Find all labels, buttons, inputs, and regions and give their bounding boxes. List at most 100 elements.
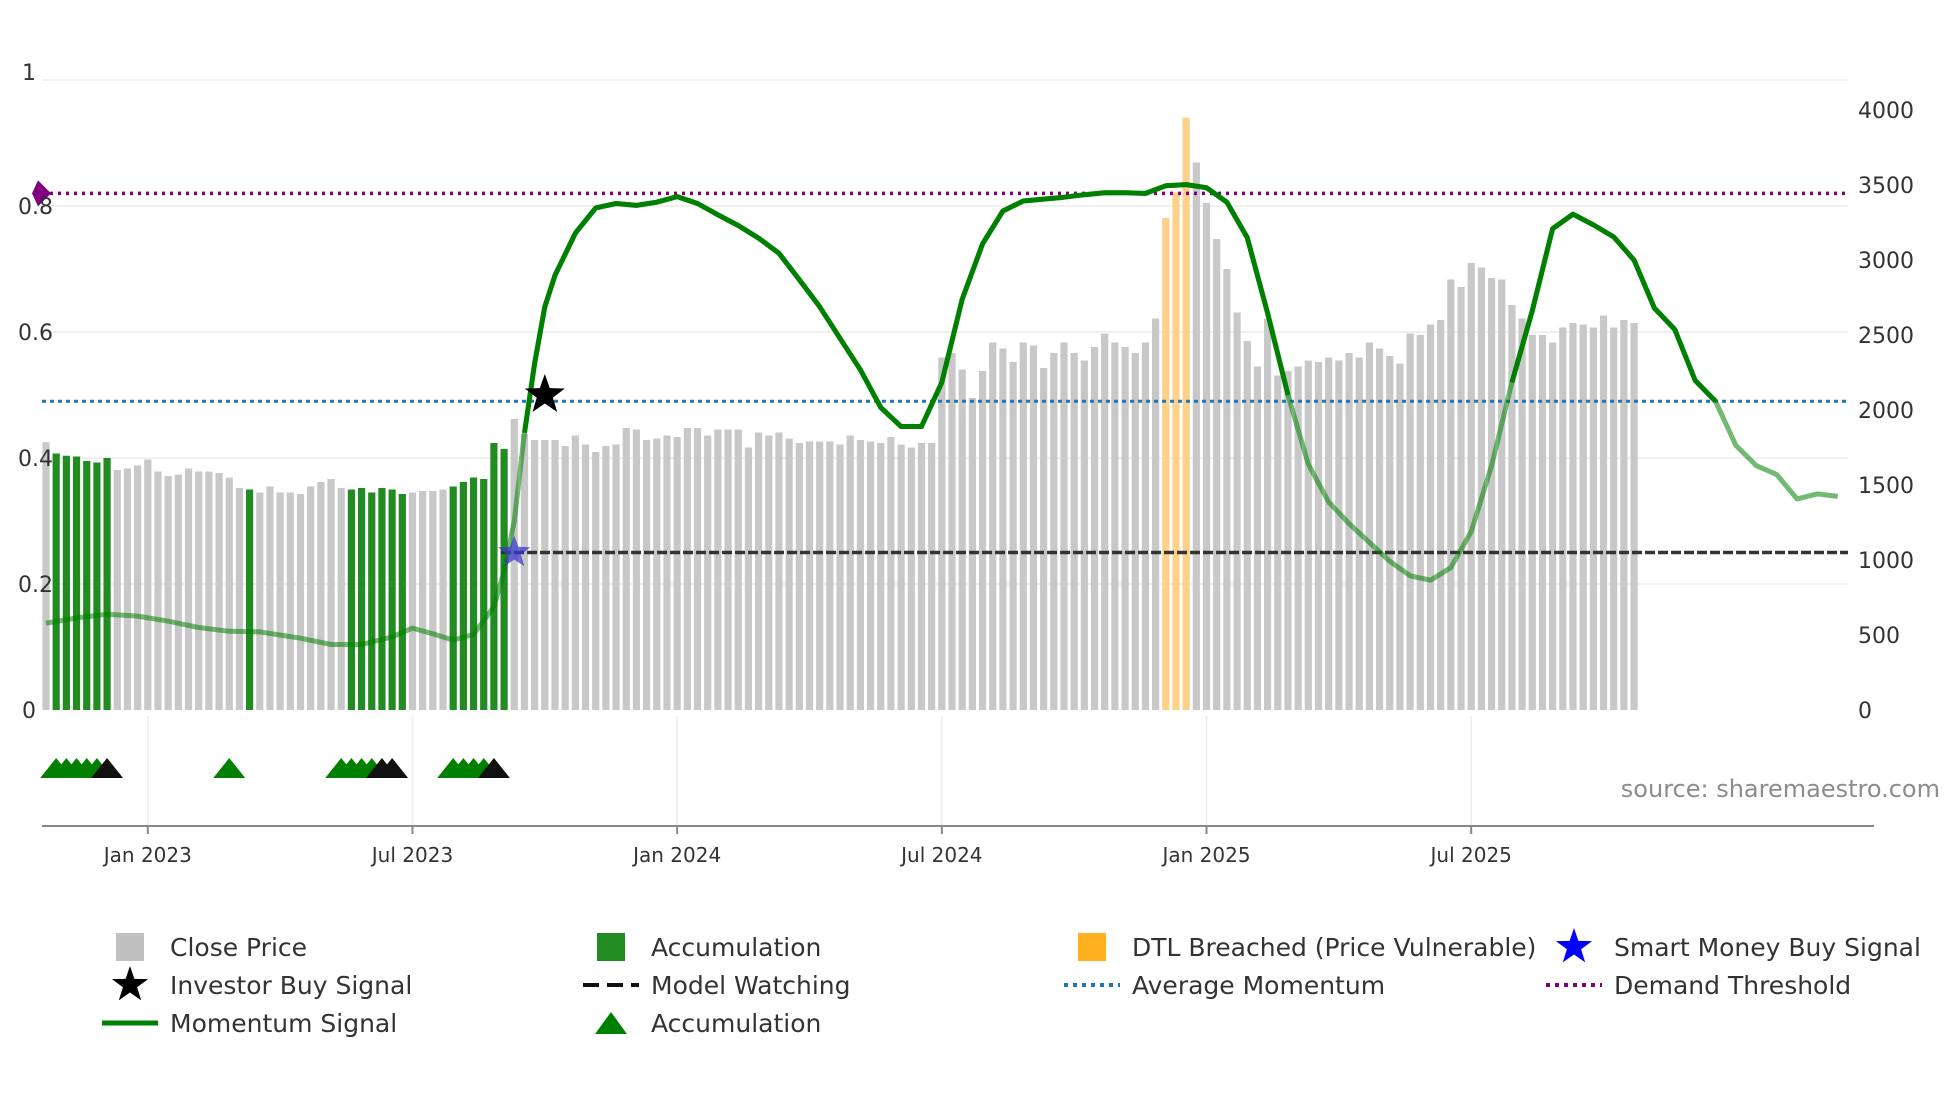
legend-star-icon bbox=[111, 966, 149, 1001]
close-price-bar bbox=[1477, 267, 1485, 710]
close-price-bar bbox=[215, 473, 223, 710]
right-axis-tick-label: 3000 bbox=[1858, 249, 1914, 274]
close-price-bar bbox=[286, 492, 294, 710]
x-tick-label: Jan 2023 bbox=[102, 843, 192, 867]
left-axis-tick-label: 0.8 bbox=[18, 195, 53, 220]
accumulation-bar bbox=[469, 477, 478, 710]
close-price-bar bbox=[134, 465, 142, 710]
legend-item: Demand Threshold bbox=[1546, 971, 1851, 1000]
close-price-bar bbox=[622, 428, 630, 710]
close-price-bar bbox=[1019, 342, 1027, 710]
close-price-bar bbox=[1426, 324, 1435, 710]
close-price-bar bbox=[1447, 279, 1455, 710]
close-price-bar bbox=[1264, 318, 1272, 710]
right-axis-tick-label: 1000 bbox=[1858, 549, 1914, 574]
legend-label: Momentum Signal bbox=[170, 1009, 397, 1038]
close-price-bar bbox=[408, 492, 417, 710]
close-price-bar bbox=[612, 444, 620, 710]
close-price-bar bbox=[663, 435, 671, 710]
legend-swatch bbox=[1078, 933, 1106, 961]
legend-triangle-icon bbox=[595, 1012, 627, 1034]
close-price-bar bbox=[154, 471, 162, 710]
close-price-bar bbox=[734, 429, 742, 710]
close-price-bar bbox=[1131, 353, 1139, 710]
close-price-bar bbox=[1304, 360, 1312, 710]
close-price-bar bbox=[989, 342, 997, 710]
right-axis-tick-label: 4000 bbox=[1858, 99, 1914, 124]
accumulation-bar bbox=[347, 489, 355, 710]
legend-label: Model Watching bbox=[651, 971, 851, 1000]
legend-item: Momentum Signal bbox=[102, 1009, 397, 1038]
close-price-bar bbox=[846, 435, 854, 710]
accumulation-bar bbox=[83, 461, 91, 710]
close-price-bar bbox=[551, 440, 559, 710]
close-price-bar bbox=[1101, 333, 1109, 710]
close-price-bar bbox=[1192, 162, 1200, 710]
close-price-bar bbox=[307, 486, 315, 710]
accumulation-triangle-black bbox=[477, 758, 510, 778]
momentum-signal-strong-segment bbox=[522, 182, 1291, 434]
close-price-bar bbox=[1396, 363, 1404, 710]
close-price-bar bbox=[897, 444, 905, 710]
accumulation-bar bbox=[490, 443, 498, 710]
left-axis-tick-label: 0 bbox=[22, 699, 36, 724]
close-price-bar bbox=[296, 494, 305, 710]
legend-label: Demand Threshold bbox=[1614, 971, 1851, 1000]
close-price-bar bbox=[1090, 347, 1099, 710]
legend-item: Investor Buy Signal bbox=[111, 966, 412, 1001]
close-price-bar bbox=[256, 492, 264, 710]
close-price-bar bbox=[1599, 315, 1608, 710]
momentum-signal-strong-segment bbox=[1509, 211, 1718, 404]
close-price-bar bbox=[276, 492, 284, 710]
close-price-bar bbox=[1569, 323, 1577, 710]
close-price-bar bbox=[1111, 342, 1119, 710]
demand-threshold-marker bbox=[32, 180, 51, 207]
close-price-bar bbox=[205, 471, 213, 710]
close-price-bar bbox=[805, 441, 814, 710]
close-price-bar bbox=[917, 443, 926, 710]
close-price-bar bbox=[1345, 353, 1353, 710]
close-price-bar bbox=[1325, 357, 1333, 710]
close-price-bar bbox=[510, 419, 518, 710]
legend-item: DTL Breached (Price Vulnerable) bbox=[1078, 933, 1536, 962]
accumulation-bar bbox=[93, 462, 101, 710]
close-price-bar bbox=[1620, 320, 1628, 710]
right-axis-tick-label: 3500 bbox=[1858, 174, 1914, 199]
close-price-bar bbox=[1559, 327, 1567, 710]
accumulation-bar bbox=[72, 456, 81, 710]
close-price-bar bbox=[1457, 287, 1465, 710]
accumulation-bar bbox=[357, 488, 366, 710]
x-tick-label: Jul 2024 bbox=[899, 843, 982, 867]
right-axis-tick-label: 500 bbox=[1858, 624, 1900, 649]
close-price-bar bbox=[1508, 305, 1516, 710]
x-tick-label: Jan 2024 bbox=[631, 843, 721, 867]
close-price-bar bbox=[1009, 362, 1017, 710]
close-price-bar bbox=[907, 447, 915, 710]
close-price-bar bbox=[419, 491, 427, 710]
close-price-bar bbox=[1233, 312, 1241, 710]
close-price-bar bbox=[877, 443, 885, 710]
close-price-bar bbox=[592, 452, 600, 710]
x-tick-label: Jul 2025 bbox=[1429, 843, 1512, 867]
close-price-bar bbox=[1406, 333, 1414, 710]
close-price-bar bbox=[999, 348, 1007, 710]
legend-item: Average Momentum bbox=[1064, 971, 1385, 1000]
accumulation-triangle-black bbox=[91, 758, 124, 778]
x-tick-label: Jul 2023 bbox=[370, 843, 453, 867]
dtl-breached-bar bbox=[1162, 218, 1170, 710]
close-price-bar bbox=[1080, 360, 1088, 710]
right-axis-tick-label: 2000 bbox=[1858, 399, 1914, 424]
close-price-bar bbox=[144, 459, 152, 710]
close-price-bar bbox=[1284, 371, 1292, 710]
right-axis-tick-label: 2500 bbox=[1858, 324, 1914, 349]
legend-item: Accumulation bbox=[595, 1009, 821, 1038]
close-price-bar bbox=[744, 447, 753, 710]
legend-swatch bbox=[597, 933, 625, 961]
close-price-bar bbox=[1141, 342, 1150, 710]
close-price-bar bbox=[1365, 342, 1373, 710]
close-price-bar bbox=[1070, 353, 1078, 710]
close-price-bar bbox=[1213, 239, 1221, 710]
close-price-bar bbox=[1202, 203, 1211, 710]
close-price-bar bbox=[632, 429, 641, 710]
